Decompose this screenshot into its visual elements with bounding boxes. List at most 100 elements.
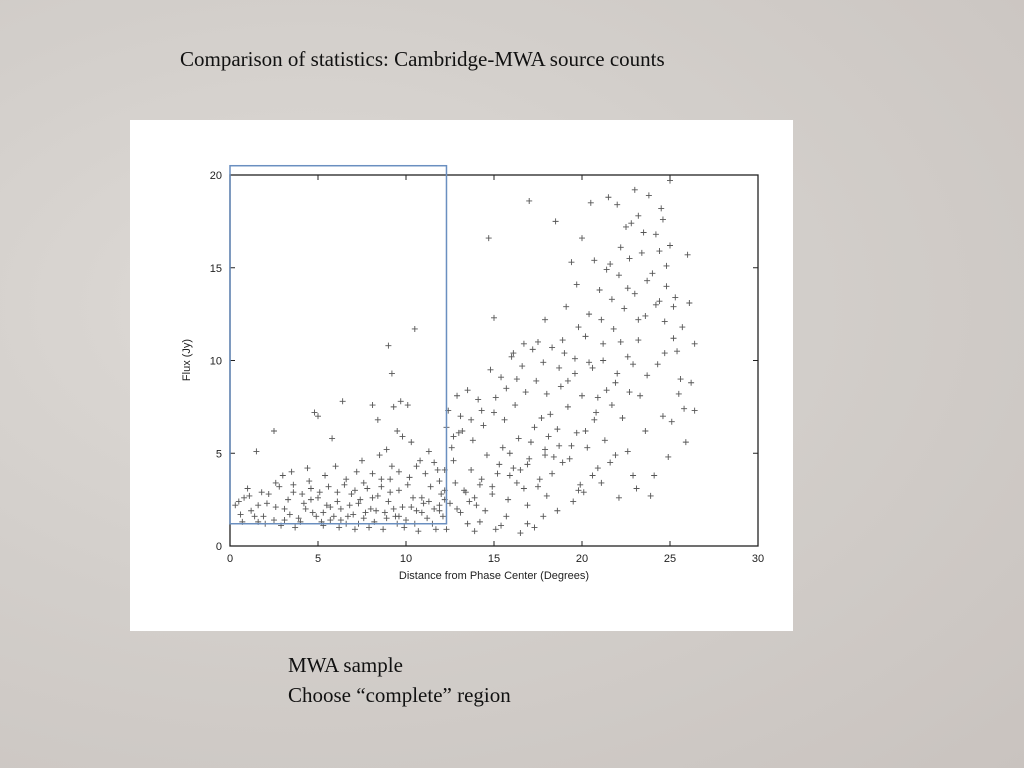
data-point [322, 472, 329, 479]
data-point [559, 459, 566, 466]
x-tick-label: 15 [488, 553, 500, 565]
data-point [619, 415, 626, 422]
data-point [471, 528, 478, 535]
data-point [302, 505, 309, 512]
data-point [659, 216, 666, 223]
data-point [241, 494, 248, 501]
data-point [614, 201, 621, 208]
data-point [395, 487, 402, 494]
data-point [332, 463, 339, 470]
data-point [656, 298, 663, 305]
data-point [469, 437, 476, 444]
data-point [369, 402, 376, 409]
data-point [549, 344, 556, 351]
data-point [656, 248, 663, 255]
data-point [564, 377, 571, 384]
data-point [395, 513, 402, 520]
data-point [362, 509, 369, 516]
data-point [323, 502, 330, 509]
data-point [387, 476, 394, 483]
data-point [642, 312, 649, 319]
data-point [466, 498, 473, 505]
data-point [579, 392, 585, 399]
data-point [654, 361, 661, 368]
data-point [366, 524, 373, 531]
data-point [272, 479, 279, 486]
data-point [554, 507, 561, 514]
data-point [401, 524, 408, 531]
data-point [571, 370, 578, 377]
data-point [480, 422, 487, 429]
data-point [316, 489, 323, 496]
data-point [524, 461, 531, 468]
data-point [603, 387, 610, 394]
data-point [248, 507, 255, 514]
data-point [315, 413, 321, 420]
data-point [313, 513, 320, 520]
data-point [499, 444, 506, 451]
data-point [540, 513, 547, 520]
data-point [603, 266, 610, 273]
scatter-chart-panel: 0 5 10 15 20 25 30 0 5 10 15 20 Distance from Phase… [130, 120, 793, 631]
data-point [661, 350, 668, 357]
data-point [290, 489, 297, 496]
data-point [617, 338, 624, 345]
data-point [378, 476, 385, 483]
data-point [272, 504, 279, 511]
data-point [584, 444, 591, 451]
data-point [644, 277, 651, 284]
x-tick-label: 30 [752, 553, 764, 565]
data-point [450, 457, 457, 464]
data-point [607, 261, 614, 268]
data-point [531, 524, 538, 531]
data-point [404, 481, 411, 488]
data-point [527, 439, 534, 446]
data-point [364, 485, 371, 492]
data-point [315, 494, 321, 501]
data-point [631, 186, 638, 193]
data-point [450, 433, 457, 440]
data-point [594, 394, 601, 401]
data-point [554, 426, 561, 433]
data-point [589, 364, 596, 371]
data-point [652, 231, 659, 238]
data-point [295, 515, 302, 522]
y-tick-label: 10 [210, 356, 222, 368]
data-point [436, 502, 443, 509]
data-point [369, 494, 376, 501]
data-point [573, 281, 580, 288]
data-point [665, 453, 672, 460]
data-point [464, 387, 471, 394]
data-point [652, 301, 659, 308]
data-point [610, 325, 617, 332]
data-point [670, 335, 677, 342]
data-point [410, 494, 417, 501]
data-point [374, 492, 381, 499]
data-point [691, 407, 698, 414]
data-point [452, 479, 459, 486]
data-point [503, 513, 510, 520]
data-point [568, 442, 575, 449]
data-point [658, 205, 665, 212]
data-point [543, 492, 550, 499]
data-point [543, 390, 550, 397]
data-point [659, 413, 666, 420]
data-point [436, 478, 443, 485]
data-point [369, 470, 376, 477]
data-point [542, 316, 549, 323]
data-point [418, 509, 425, 516]
data-point [535, 483, 541, 490]
data-point [515, 435, 522, 442]
data-point [438, 491, 445, 498]
data-point [492, 526, 499, 533]
data-point [487, 366, 494, 373]
data-point [292, 524, 299, 531]
data-point [491, 409, 497, 416]
data-point [556, 364, 563, 371]
x-tick-label: 25 [664, 553, 676, 565]
data-point [601, 437, 608, 444]
data-point [642, 427, 649, 434]
data-point [276, 483, 283, 490]
data-point [556, 442, 563, 449]
data-point [628, 220, 635, 227]
